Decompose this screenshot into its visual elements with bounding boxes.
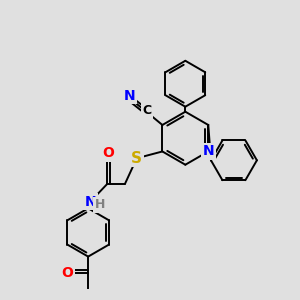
Text: C: C [142,104,152,117]
Text: N: N [124,89,135,103]
Text: N: N [202,145,214,158]
Text: O: O [102,146,114,160]
Text: O: O [61,266,74,280]
Text: S: S [131,151,142,166]
Text: H: H [95,198,105,211]
Text: N: N [84,195,96,209]
